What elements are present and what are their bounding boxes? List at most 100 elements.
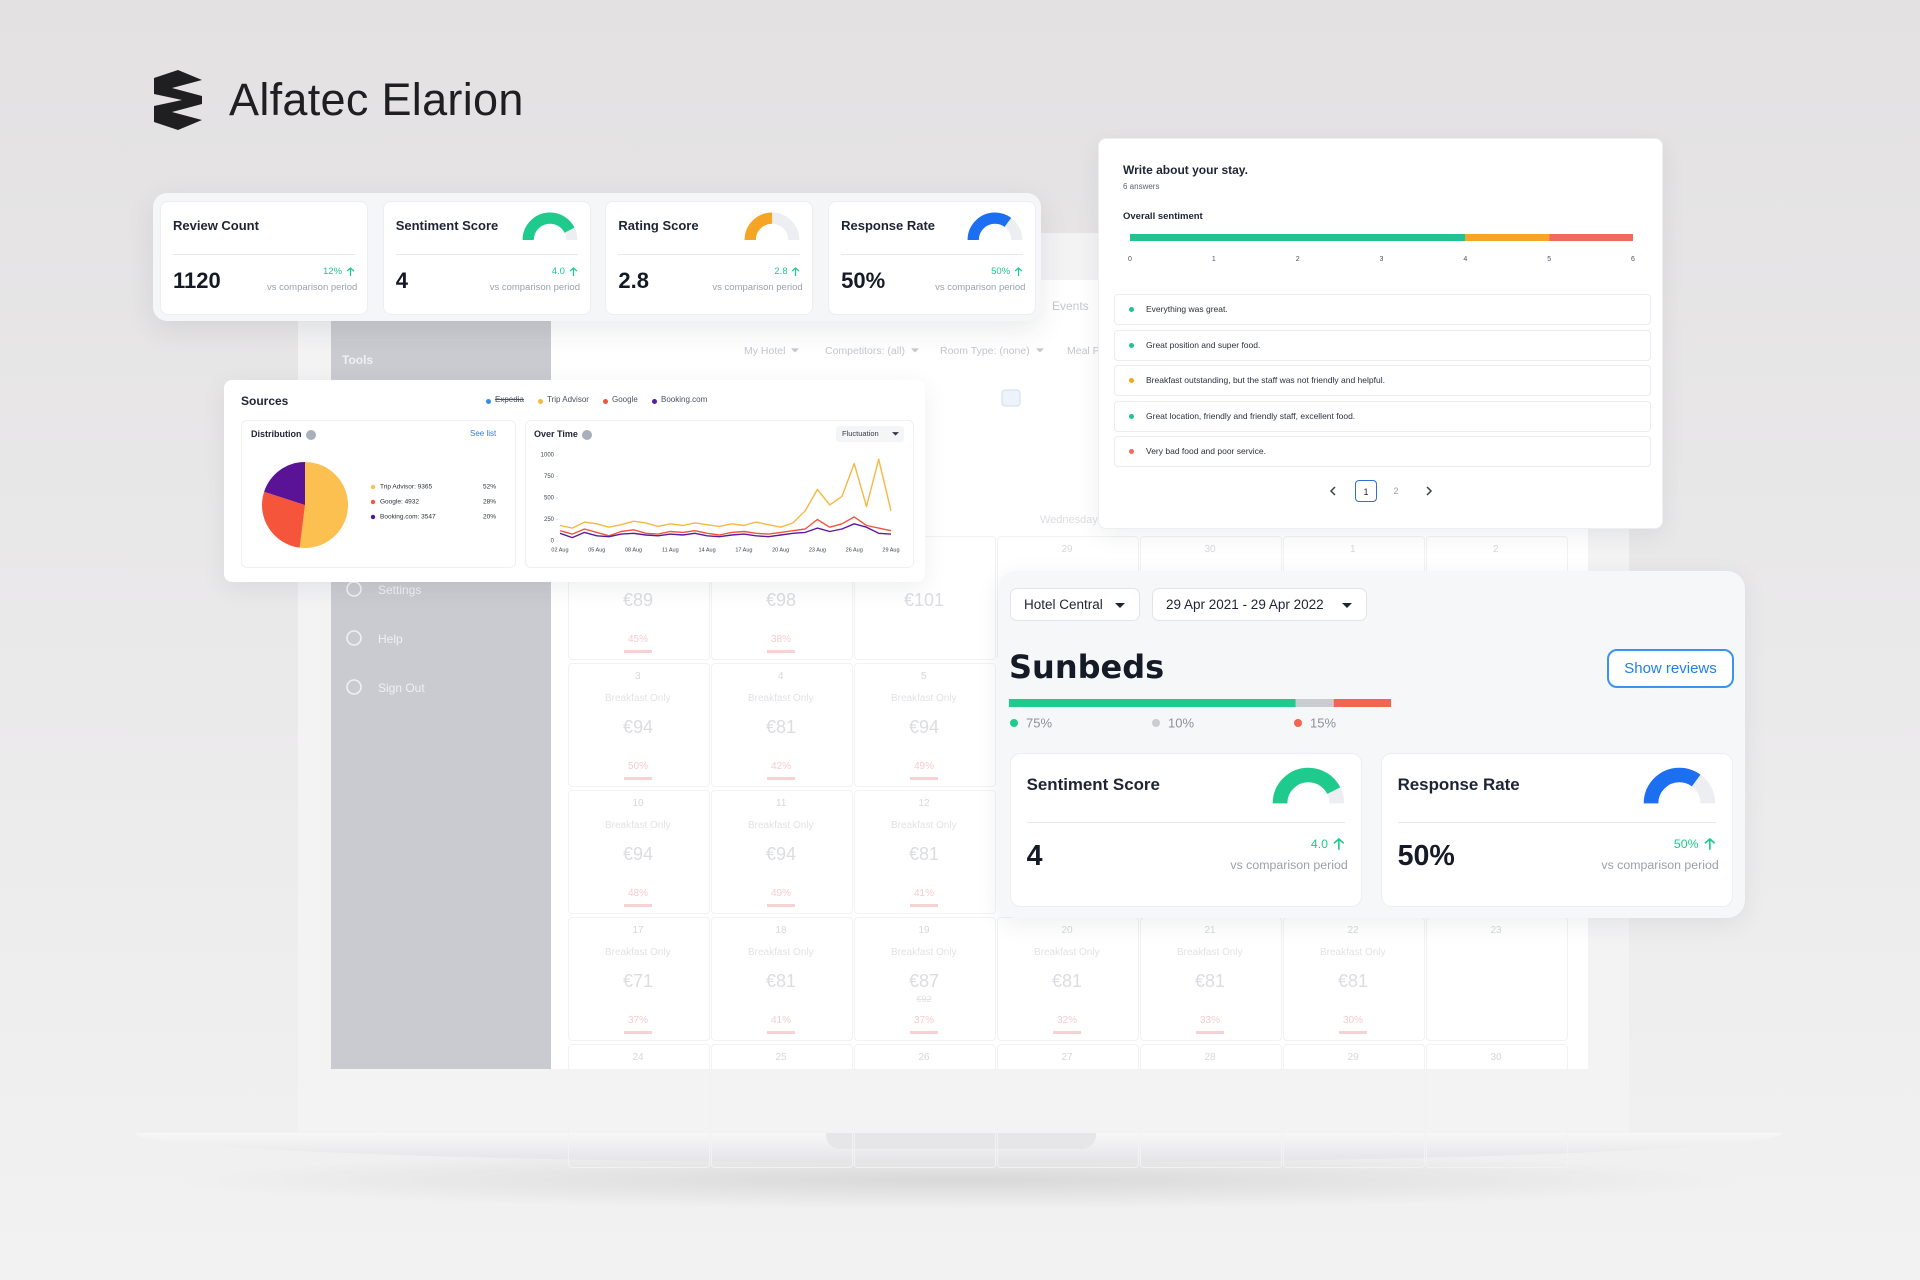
calendar-bar	[767, 777, 795, 780]
calendar-cell	[711, 917, 853, 1041]
sentiment-dot	[1129, 342, 1134, 348]
kpi-value: 4	[395, 268, 408, 293]
calendar-text: 45%	[628, 634, 649, 645]
calendar-text: Breakfast Only	[1320, 947, 1386, 958]
calendar-text: €81	[909, 844, 940, 864]
x-tick-label: 1	[1212, 256, 1216, 263]
kpi-note: vs comparison period	[935, 282, 1026, 293]
bar-segment	[1549, 234, 1633, 241]
calendar-text: 41%	[914, 888, 935, 899]
calendar-bar	[624, 904, 652, 907]
calendar-cell	[711, 790, 853, 914]
calendar-text: €101	[904, 590, 945, 610]
kpi-change: 50%	[1673, 837, 1699, 852]
gauge	[1643, 767, 1716, 804]
sidebar-icon	[346, 630, 362, 646]
calendar-text: 5	[921, 671, 927, 682]
kpi-note: vs comparison period	[267, 282, 358, 293]
y-tick-label: 750	[544, 474, 555, 480]
bar-segment	[1009, 699, 1296, 707]
page-button[interactable]: 1	[1355, 480, 1377, 502]
icon-shape	[1001, 389, 1021, 407]
see-list-link[interactable]: See list	[470, 429, 497, 438]
calendar-text: 23	[1490, 925, 1502, 936]
pager-arrow[interactable]	[1424, 485, 1434, 497]
calendar-text: 26	[918, 1052, 930, 1063]
x-tick-label: 14 Aug	[699, 547, 716, 553]
calendar-text: 30%	[1343, 1015, 1364, 1026]
dropdown[interactable]: Hotel Central	[1010, 588, 1140, 621]
legend-dot	[1010, 719, 1018, 727]
gauge-fill	[1643, 767, 1716, 804]
kpi-value: 50%	[841, 268, 886, 293]
calendar-bar	[1196, 1031, 1224, 1034]
calendar-text: 4	[778, 671, 784, 682]
kpi-note: vs comparison period	[1230, 858, 1348, 872]
kpi-note: vs comparison period	[1601, 858, 1719, 872]
legend-label: Booking.com	[661, 395, 708, 404]
answer-row: Breakfast outstanding, but the staff was…	[1114, 365, 1651, 396]
pie-value-label: 52%	[483, 484, 496, 491]
calendar-text: 25	[775, 1052, 787, 1063]
legend-dot	[370, 484, 376, 490]
section-title: Overall sentiment	[1123, 211, 1203, 222]
dropdown-label: Hotel Central	[1024, 597, 1103, 612]
kpi-title: Rating Score	[618, 218, 699, 233]
page-button[interactable]: 2	[1393, 486, 1399, 496]
x-tick-label: 20 Aug	[772, 547, 789, 553]
kpi-change: 2.8	[774, 266, 788, 277]
card-title: Sources	[241, 394, 289, 408]
dropdown-label: 29 Apr 2021 - 29 Apr 2022	[1166, 597, 1324, 612]
calendar-text: 33%	[1200, 1015, 1221, 1026]
kpi-title: Response Rate	[841, 218, 936, 233]
y-tick-label: 250	[544, 517, 555, 523]
pie-legend-label: Booking.com: 3547	[380, 514, 436, 521]
calendar-text: Breakfast Only	[748, 693, 814, 704]
pager-arrow[interactable]	[1328, 485, 1338, 497]
arrow-up-icon	[1333, 837, 1345, 850]
calendar-cell	[568, 790, 710, 914]
caret-icon	[1115, 603, 1125, 608]
kpi-value: 1120	[173, 268, 221, 293]
dropdown[interactable]: 29 Apr 2021 - 29 Apr 2022	[1152, 588, 1367, 621]
calendar-text: 50%	[628, 761, 649, 772]
calendar-text: 21	[1204, 925, 1216, 936]
calendar-bar	[910, 777, 938, 780]
calendar-cell	[1140, 1044, 1282, 1168]
calendar-cell	[854, 536, 996, 660]
bar-segment	[1333, 699, 1391, 707]
calendar-text: €81	[1338, 971, 1369, 991]
dropdown[interactable]: Fluctuation	[836, 426, 904, 442]
bar-segment	[1130, 234, 1466, 241]
calendar-text: 27	[1061, 1052, 1073, 1063]
sidebar-item: Sign Out	[378, 681, 425, 695]
calendar-text: €81	[1052, 971, 1083, 991]
calendar-text: 20	[1061, 925, 1073, 936]
calendar-bar	[624, 1031, 652, 1034]
gauge	[1272, 767, 1345, 804]
show-reviews-button[interactable]: Show reviews	[1607, 649, 1734, 688]
calendar-text: 37%	[914, 1015, 935, 1026]
kpi-note: vs comparison period	[489, 282, 580, 293]
y-tick-label: 500	[544, 496, 555, 502]
survey-card: Write about your stay. 6 answers Overall s…	[1098, 138, 1663, 529]
answer-text: Everything was great.	[1146, 304, 1228, 314]
calendar-bar	[767, 1031, 795, 1034]
kpi-change: 4.0	[551, 266, 565, 277]
calendar-cell	[854, 790, 996, 914]
calendar-text: 12	[918, 798, 930, 809]
pie-chart: Trip Advisor: 9365 52% Google: 4932 28% Book…	[262, 462, 496, 548]
x-tick-label: 05 Aug	[588, 547, 605, 553]
calendar-text: €81	[1195, 971, 1226, 991]
calendar-text: Breakfast Only	[748, 820, 814, 831]
kpi-note: vs comparison period	[712, 282, 803, 293]
calendar-text: €81	[766, 971, 797, 991]
x-tick-label: 08 Aug	[625, 547, 642, 553]
arrow	[791, 266, 800, 276]
answer-text: Great location, friendly and friendly st…	[1146, 410, 1356, 421]
x-tick-label: 11 Aug	[662, 547, 679, 553]
legend-dot	[370, 499, 376, 505]
calendar-text: €98	[766, 590, 797, 610]
calendar-text: 30	[1204, 544, 1216, 555]
calendar-text: 18	[775, 925, 787, 936]
